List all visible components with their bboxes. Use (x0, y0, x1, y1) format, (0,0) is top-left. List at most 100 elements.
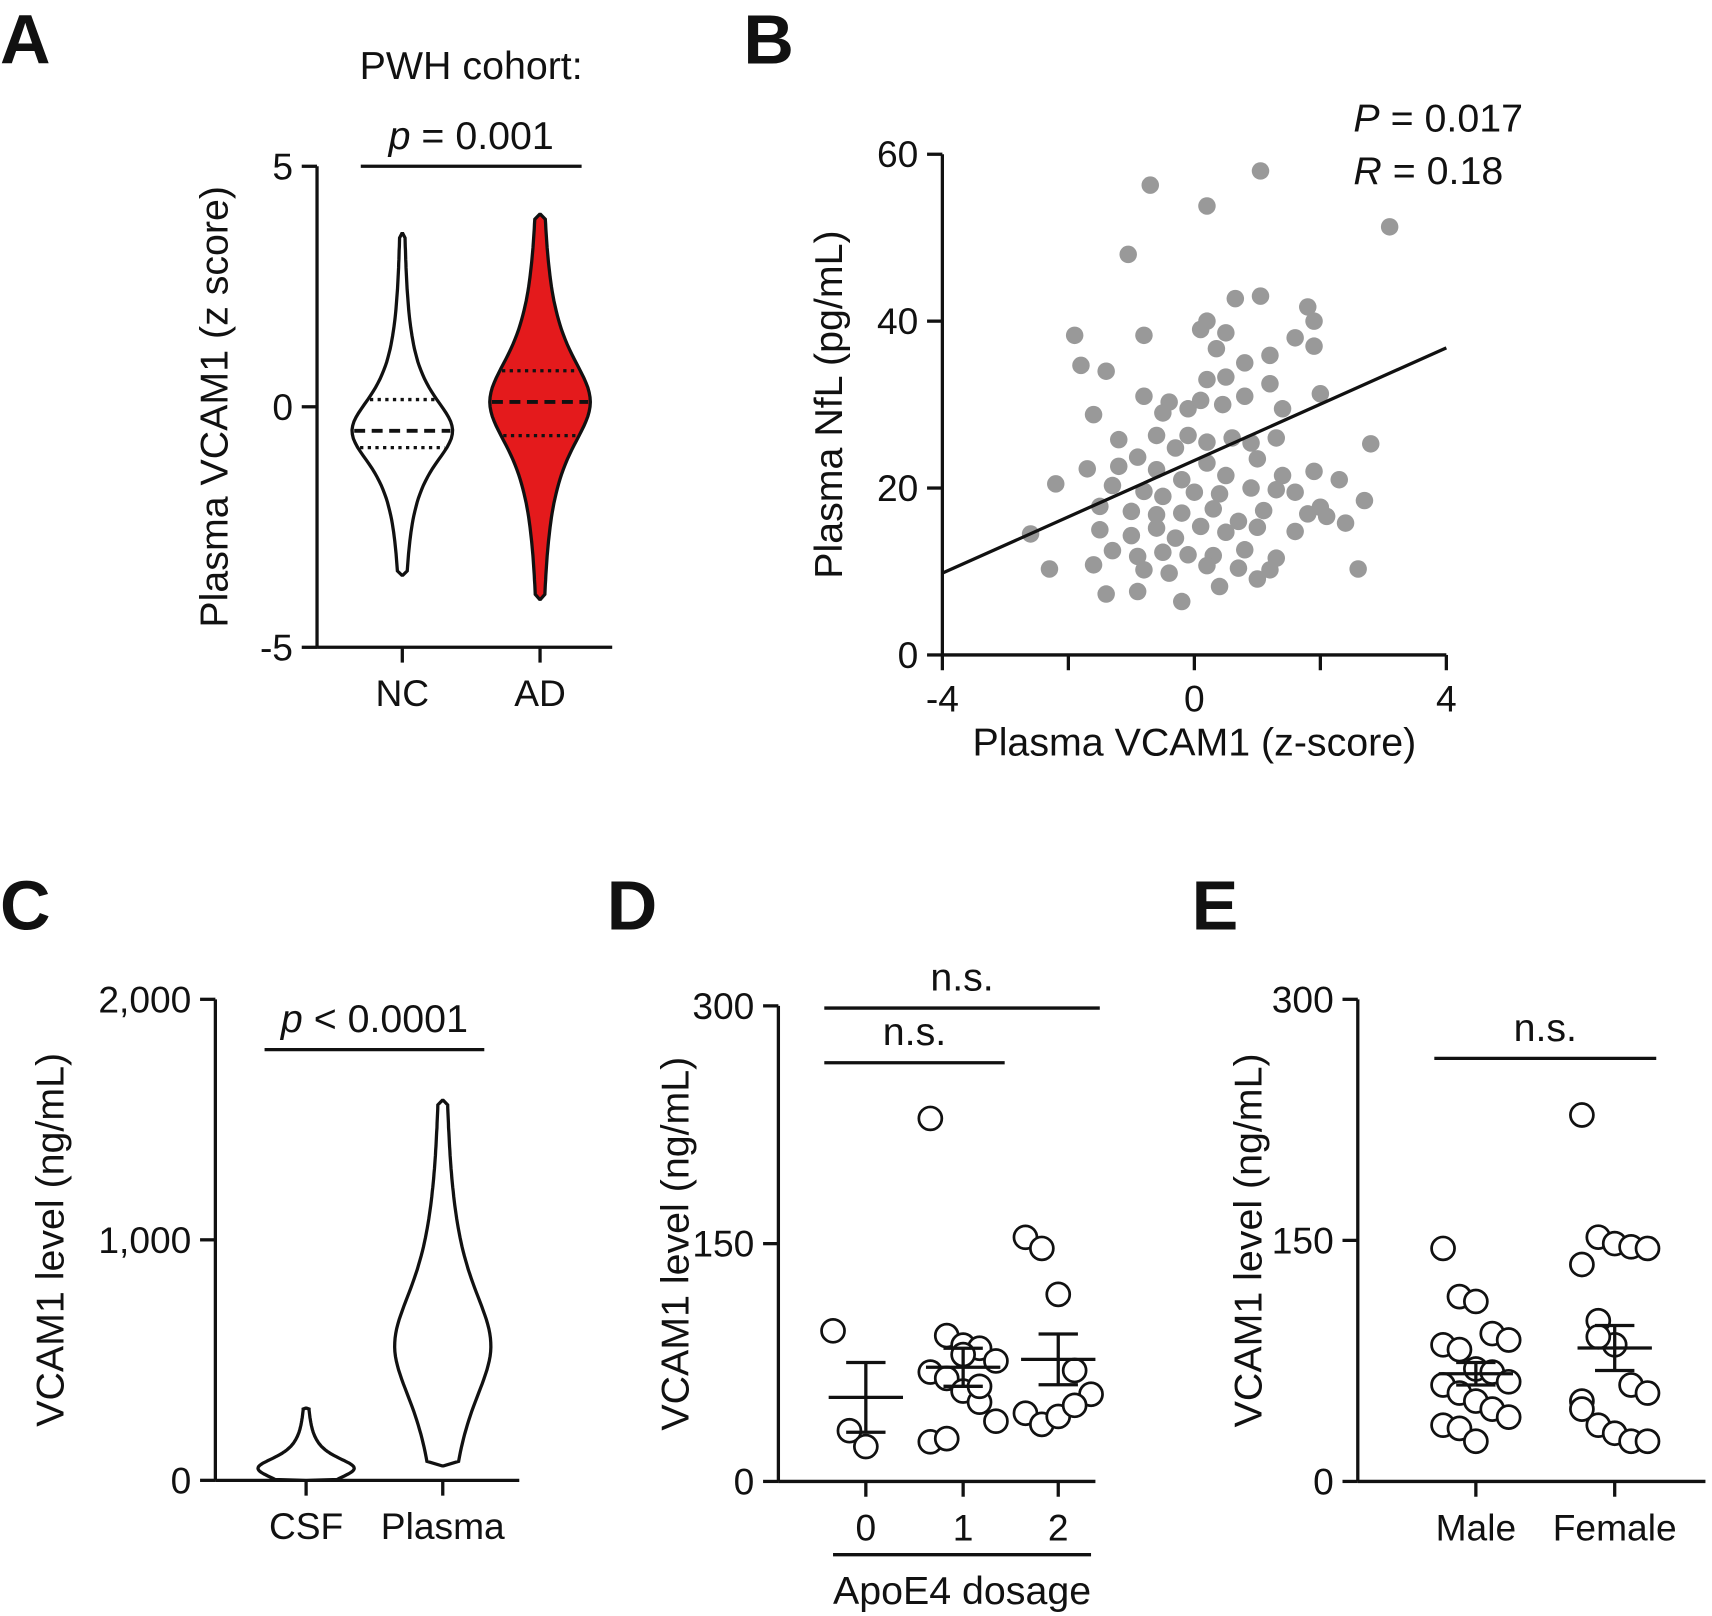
stat-text: = 0.18 (1393, 149, 1503, 193)
y-tick-label: 0 (734, 1460, 755, 1502)
point (933, 1425, 960, 1452)
point (1084, 405, 1103, 424)
point (1047, 475, 1065, 493)
y-tick-label: 300 (1272, 978, 1334, 1020)
point (1061, 1392, 1088, 1419)
point (1267, 429, 1285, 447)
point (1634, 1235, 1661, 1262)
point (1217, 368, 1235, 386)
point (1273, 466, 1292, 485)
point (1135, 326, 1153, 345)
x-tick-label: 4 (1436, 678, 1457, 720)
point (1305, 337, 1323, 355)
point (1229, 512, 1248, 531)
point (1286, 329, 1304, 347)
x-tick-label: -4 (926, 678, 959, 720)
point (1585, 1323, 1612, 1350)
point (1446, 1336, 1473, 1363)
point (1248, 570, 1267, 588)
stat-text: = 0.017 (1391, 96, 1523, 140)
point (1122, 526, 1141, 545)
point (1147, 519, 1166, 537)
comparison-label: n.s. (883, 1010, 946, 1054)
point (1135, 387, 1153, 405)
point (1242, 479, 1260, 497)
y-tick-label: 0 (1313, 1460, 1334, 1502)
point (1173, 592, 1191, 611)
point (1198, 433, 1216, 451)
y-axis-label: Plasma NfL (pg/mL) (807, 230, 851, 578)
x-tick-label: Female (1553, 1506, 1677, 1548)
point (1217, 324, 1235, 342)
point (1210, 577, 1229, 596)
comparison-label: p = 0.001 (388, 114, 554, 158)
point (1251, 287, 1270, 305)
point (1179, 546, 1197, 564)
point (1248, 518, 1267, 537)
y-tick-label: 1,000 (98, 1219, 191, 1261)
comparison-text: n.s. (930, 956, 993, 1000)
y-tick-label: 60 (877, 133, 918, 175)
point (1122, 502, 1141, 521)
point (852, 1433, 879, 1460)
point (1198, 370, 1216, 389)
point (1569, 1102, 1595, 1128)
fit-line (941, 346, 1448, 575)
point (1198, 454, 1216, 472)
violin (350, 231, 455, 577)
y-tick-label: 40 (877, 300, 918, 342)
comparison-text: < 0.0001 (314, 997, 468, 1041)
point (1207, 339, 1226, 358)
point (1040, 560, 1059, 578)
point (1191, 391, 1210, 410)
point (1305, 312, 1323, 330)
point (1166, 439, 1185, 457)
comparison-text: = 0.001 (421, 114, 553, 158)
x-tick-label: 2 (1048, 1506, 1069, 1548)
point (1254, 501, 1273, 520)
point (1210, 485, 1229, 503)
point (1160, 564, 1178, 582)
point (1236, 541, 1254, 559)
point (1267, 480, 1285, 499)
point (1173, 504, 1191, 522)
point (1135, 561, 1153, 579)
point (1349, 560, 1367, 578)
point (1226, 289, 1245, 308)
x-tick-label: 0 (856, 1506, 877, 1548)
point (1248, 450, 1267, 468)
point (1261, 346, 1279, 365)
point (1251, 162, 1270, 180)
y-tick-label: 0 (272, 386, 293, 428)
y-tick-label: -5 (260, 626, 293, 668)
point (1273, 400, 1292, 418)
y-tick-label: 300 (692, 985, 754, 1027)
x-tick-label: 0 (1184, 678, 1205, 720)
y-tick-label: 150 (692, 1223, 754, 1265)
point (1569, 1396, 1595, 1422)
point (1336, 514, 1355, 532)
point (1463, 1288, 1489, 1315)
point (1330, 470, 1348, 489)
x-tick-label: 1 (953, 1506, 974, 1548)
point (983, 1348, 1009, 1374)
y-axis-label: VCAM1 level (ng/mL) (28, 1053, 72, 1427)
point (1185, 483, 1204, 501)
point (1097, 362, 1115, 380)
point (820, 1317, 846, 1344)
stat-symbol: R (1353, 149, 1381, 193)
panel-label: B (743, 1, 794, 79)
point (1154, 404, 1172, 422)
point (1103, 541, 1122, 560)
point (1141, 176, 1160, 194)
point (1213, 395, 1232, 414)
panel-label: E (1192, 866, 1239, 944)
point (1110, 430, 1128, 449)
stat: R = 0.18 (1353, 149, 1503, 193)
x-tick-label: CSF (269, 1505, 343, 1547)
comparison-text: n.s. (883, 1010, 946, 1054)
y-tick-label: 0 (171, 1459, 192, 1501)
point (1128, 547, 1147, 566)
point (1305, 462, 1323, 481)
point (1198, 556, 1216, 575)
